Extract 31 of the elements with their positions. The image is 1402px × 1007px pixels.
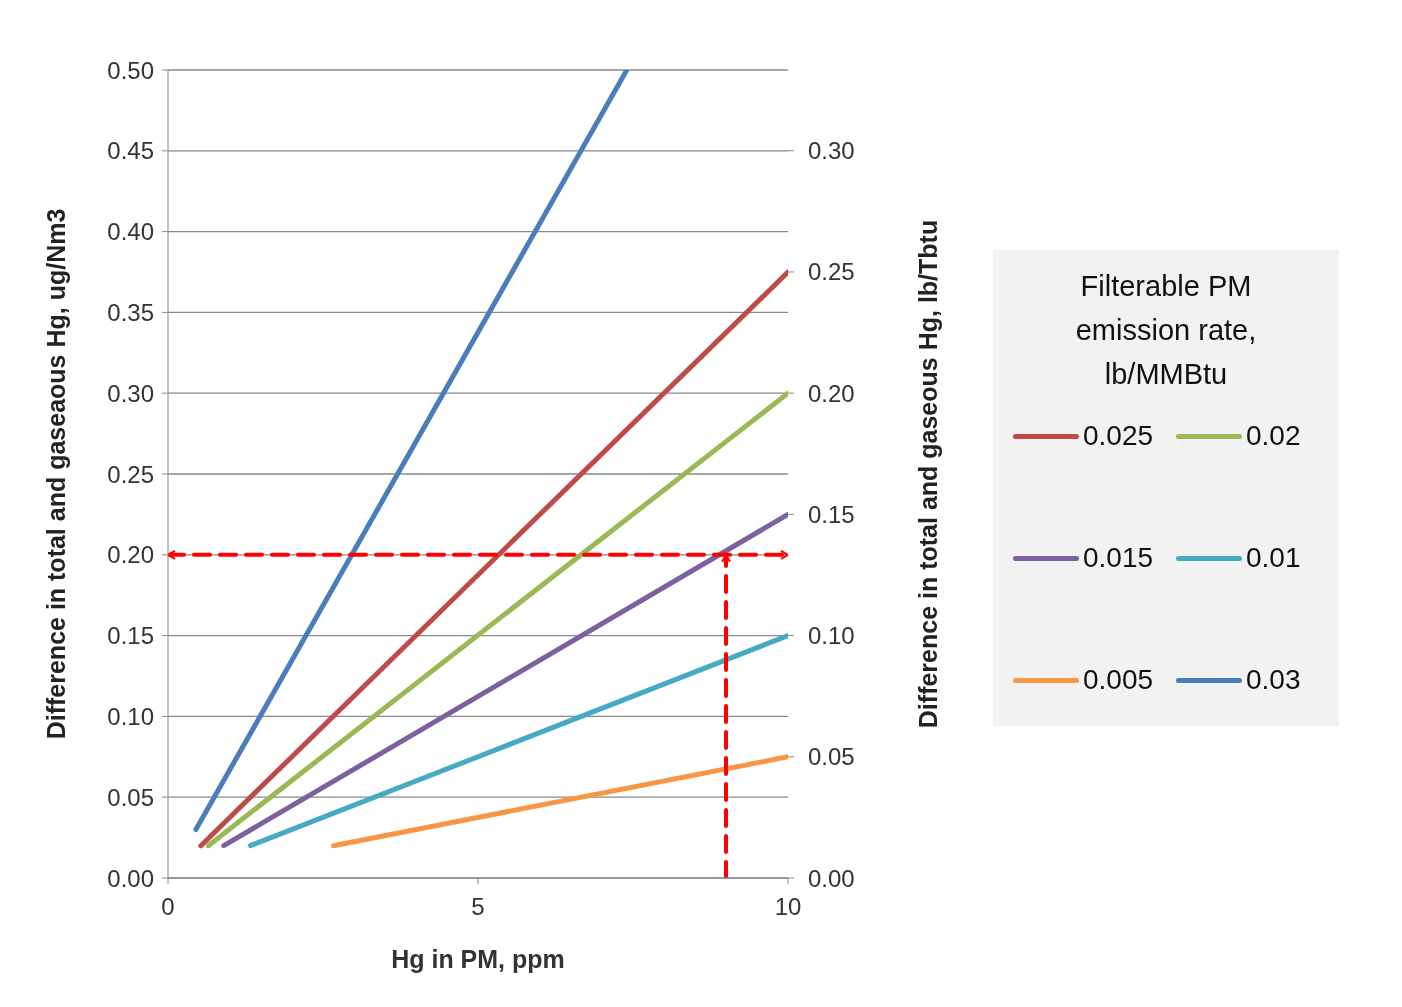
legend-title: Filterable PM emission rate, lb/MMBtu	[1074, 269, 1258, 392]
y-tick-label: 0.50	[107, 56, 154, 84]
y2-tick-label: 0.20	[808, 379, 855, 407]
y2-tick-label: 0.05	[808, 743, 855, 771]
y-tick-label: 0.20	[107, 541, 154, 569]
legend-label: 0.025	[1083, 420, 1154, 452]
legend-label: 0.02	[1246, 420, 1301, 452]
y2-axis-title: Difference in total and gaseous Hg, lb/Tbtu	[913, 219, 942, 729]
y2-tick-label: 0.00	[808, 864, 855, 892]
x-tick-label: 0	[161, 893, 175, 921]
legend-label: 0.01	[1246, 542, 1301, 574]
y-tick-label: 0.00	[107, 864, 154, 892]
legend-label: 0.005	[1083, 664, 1154, 696]
y-tick-label: 0.15	[107, 622, 154, 650]
legend-label: 0.03	[1246, 664, 1301, 696]
legend-label: 0.015	[1083, 542, 1154, 574]
y-tick-label: 0.35	[107, 298, 154, 326]
y-tick-label: 0.40	[107, 218, 154, 246]
y-tick-label: 0.25	[107, 460, 154, 488]
y-tick-label: 0.30	[107, 379, 154, 407]
y-tick-label: 0.45	[107, 137, 154, 165]
x-axis-title: Hg in PM, ppm	[391, 945, 565, 973]
y-tick-label: 0.05	[107, 783, 154, 811]
y2-tick-label: 0.15	[808, 500, 855, 528]
x-tick-label: 5	[471, 893, 485, 921]
y2-tick-label: 0.10	[808, 622, 855, 650]
y2-tick-label: 0.30	[808, 137, 855, 165]
y-axis-title: Difference in total and gaseaous Hg, ug/Nm3	[41, 208, 70, 740]
y2-tick-label: 0.25	[808, 258, 855, 286]
x-tick-label: 10	[774, 893, 802, 921]
y-tick-label: 0.10	[107, 702, 154, 730]
